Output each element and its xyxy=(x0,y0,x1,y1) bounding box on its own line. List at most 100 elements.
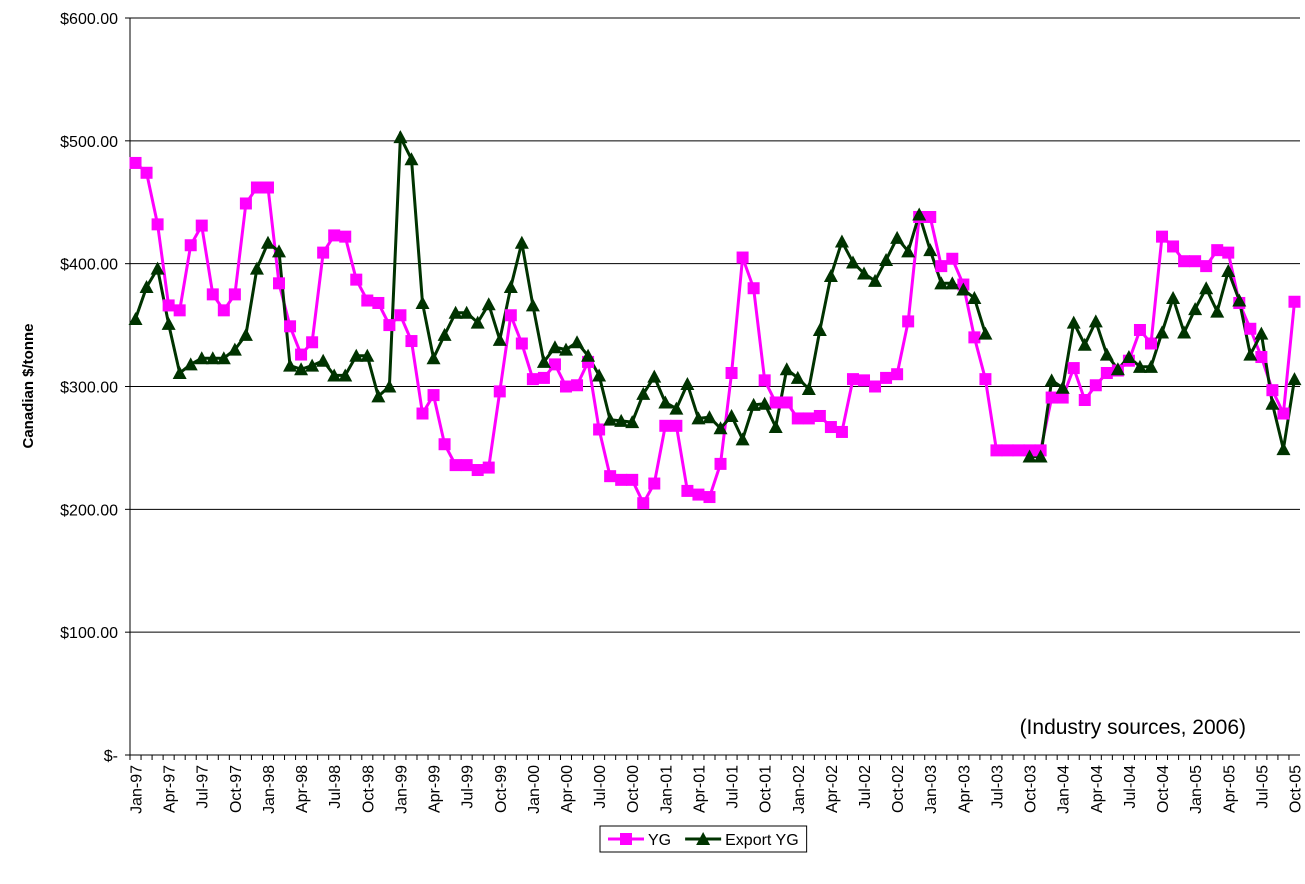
x-tick-label: Oct-01 xyxy=(758,765,775,813)
marker xyxy=(1276,442,1291,456)
marker xyxy=(680,377,695,391)
marker xyxy=(692,488,705,501)
marker xyxy=(681,484,694,497)
marker xyxy=(415,295,430,309)
marker xyxy=(228,288,241,301)
marker xyxy=(382,379,397,393)
marker xyxy=(284,320,297,333)
marker xyxy=(736,251,749,264)
marker xyxy=(647,369,662,383)
x-tick-label: Jan-01 xyxy=(658,765,675,814)
marker xyxy=(448,305,463,319)
marker xyxy=(1211,244,1224,257)
marker xyxy=(537,371,550,384)
marker xyxy=(946,252,959,265)
marker xyxy=(648,477,661,490)
marker xyxy=(1189,255,1202,268)
marker xyxy=(1022,449,1037,463)
marker xyxy=(1277,407,1290,420)
marker xyxy=(438,438,451,451)
marker xyxy=(503,280,518,294)
marker xyxy=(393,130,408,144)
x-tick-label: Jan-00 xyxy=(526,765,543,814)
marker xyxy=(294,362,309,376)
marker xyxy=(924,210,937,223)
x-tick-label: Jan-04 xyxy=(1056,765,1073,814)
marker xyxy=(338,368,353,382)
marker xyxy=(702,410,717,424)
marker xyxy=(129,156,142,169)
marker xyxy=(394,309,407,322)
marker xyxy=(637,497,650,510)
x-tick-label: Jan-02 xyxy=(791,765,808,814)
marker xyxy=(449,459,462,472)
marker xyxy=(857,266,872,280)
marker xyxy=(1254,326,1269,340)
marker xyxy=(880,371,893,384)
marker xyxy=(659,419,672,432)
marker xyxy=(173,304,186,317)
x-tick-label: Apr-99 xyxy=(427,765,444,813)
marker xyxy=(1067,362,1080,375)
x-tick-label: Apr-02 xyxy=(824,765,841,813)
marker xyxy=(139,280,154,294)
marker xyxy=(724,408,739,422)
y-tick-label: $600.00 xyxy=(60,11,118,28)
marker xyxy=(1255,351,1268,364)
marker xyxy=(846,373,859,386)
marker xyxy=(747,282,760,295)
marker xyxy=(1077,337,1092,351)
marker xyxy=(1288,295,1301,308)
marker xyxy=(1055,380,1070,394)
marker xyxy=(437,327,452,341)
x-tick-label: Apr-98 xyxy=(294,765,311,813)
marker xyxy=(273,277,286,290)
marker xyxy=(151,218,164,231)
marker xyxy=(272,244,287,258)
marker xyxy=(1266,384,1279,397)
marker xyxy=(1210,304,1225,318)
x-tick-label: Jul-00 xyxy=(592,765,609,809)
x-tick-label: Apr-03 xyxy=(956,765,973,813)
marker xyxy=(868,273,883,287)
marker xyxy=(427,389,440,402)
y-tick-label: $100.00 xyxy=(60,625,118,642)
marker xyxy=(460,459,473,472)
marker xyxy=(559,380,572,393)
marker xyxy=(239,197,252,210)
y-tick-label: $400.00 xyxy=(60,257,118,274)
marker xyxy=(891,368,904,381)
marker xyxy=(801,381,816,395)
marker xyxy=(283,358,298,372)
marker xyxy=(858,374,871,387)
marker xyxy=(636,386,651,400)
marker xyxy=(934,276,949,290)
marker xyxy=(978,326,993,340)
marker xyxy=(696,832,711,845)
marker xyxy=(1099,347,1114,361)
marker xyxy=(404,152,419,166)
marker xyxy=(1188,302,1203,316)
marker xyxy=(956,282,971,296)
x-tick-label: Oct-99 xyxy=(493,765,510,813)
x-tick-label: Jan-03 xyxy=(923,765,940,814)
marker xyxy=(536,354,551,368)
marker xyxy=(714,457,727,470)
marker xyxy=(768,420,783,434)
marker xyxy=(1244,322,1257,335)
marker xyxy=(1177,325,1192,339)
x-tick-label: Oct-03 xyxy=(1023,765,1040,813)
marker xyxy=(746,397,761,411)
marker xyxy=(339,230,352,243)
marker xyxy=(383,319,396,332)
marker xyxy=(614,413,629,427)
marker xyxy=(172,365,187,379)
marker xyxy=(1265,396,1280,410)
marker xyxy=(217,304,230,317)
marker xyxy=(979,373,992,386)
marker xyxy=(128,311,143,325)
marker xyxy=(912,207,927,221)
marker xyxy=(824,421,837,434)
x-tick-label: Jul-99 xyxy=(460,765,477,809)
y-tick-label: $500.00 xyxy=(60,134,118,151)
